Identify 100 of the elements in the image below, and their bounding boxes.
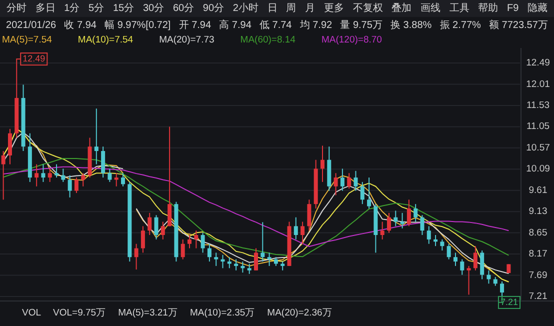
text: 多日 bbox=[35, 2, 56, 14]
candlestick bbox=[154, 214, 158, 240]
text: 工具 bbox=[449, 3, 470, 14]
candlestick bbox=[500, 280, 504, 297]
candlestick bbox=[168, 126, 172, 227]
candlestick bbox=[334, 172, 338, 196]
y-tick-label: 12.49 bbox=[526, 58, 550, 69]
text: MA(20)=2.36万 bbox=[267, 308, 332, 319]
candlestick bbox=[434, 234, 438, 247]
candlestick bbox=[380, 221, 384, 240]
candlestick bbox=[460, 258, 464, 276]
text: 2021/01/26 bbox=[6, 20, 57, 32]
text: 5分 bbox=[88, 2, 104, 14]
candlestick bbox=[307, 199, 312, 232]
text: F9 bbox=[507, 3, 520, 14]
candlestick bbox=[48, 168, 52, 182]
y-tick-label: 7.69 bbox=[528, 270, 548, 281]
text: 高 7.94 bbox=[219, 19, 252, 32]
annotation: 12.49 bbox=[22, 53, 46, 64]
candlestick bbox=[101, 146, 106, 178]
candlestick bbox=[453, 252, 458, 266]
y-tick-label: 10.09 bbox=[526, 164, 550, 175]
y-tick-label: 12.01 bbox=[526, 78, 550, 90]
candlestick bbox=[294, 216, 298, 240]
text: 收 7.94 bbox=[64, 20, 97, 32]
candlestick bbox=[414, 204, 418, 222]
text: 15分 bbox=[112, 2, 134, 14]
y-tick-label: 8.17 bbox=[528, 248, 548, 260]
candlestick bbox=[160, 221, 165, 240]
candlestick bbox=[486, 270, 491, 284]
candlestick bbox=[446, 243, 451, 260]
candlestick bbox=[367, 177, 372, 209]
text: MA(120)=8.70 bbox=[321, 34, 382, 46]
text: 低 7.74 bbox=[260, 20, 292, 32]
candlestick bbox=[54, 164, 59, 178]
text: 2小时 bbox=[232, 2, 258, 14]
candlestick bbox=[406, 199, 411, 227]
text: 30分 bbox=[142, 2, 164, 14]
text: 1分 bbox=[64, 2, 80, 14]
y-tick-label: 9.13 bbox=[528, 206, 548, 218]
candlestick bbox=[94, 108, 98, 165]
candlestick bbox=[68, 174, 72, 198]
text: 周 bbox=[286, 3, 296, 14]
text: 日 bbox=[267, 3, 278, 14]
candlestick bbox=[260, 222, 265, 262]
text: 叠加 bbox=[392, 2, 412, 14]
candlestick bbox=[420, 214, 424, 236]
text: 分时 bbox=[6, 2, 26, 14]
candlestick bbox=[300, 221, 305, 244]
annotation: 7.21 bbox=[500, 296, 518, 307]
text: VOL=9.75万 bbox=[53, 308, 106, 319]
text: MA(20)=7.73 bbox=[159, 34, 214, 46]
candlestick bbox=[234, 258, 238, 271]
candlestick bbox=[320, 145, 324, 182]
candlestick bbox=[360, 181, 364, 205]
candlestick bbox=[247, 263, 252, 274]
candlestick bbox=[440, 238, 444, 251]
candlestick bbox=[386, 212, 391, 234]
y-tick-label: 8.65 bbox=[528, 227, 548, 238]
candlestick bbox=[267, 252, 272, 266]
text: 开 7.94 bbox=[178, 20, 212, 32]
text: MA(10)=2.35万 bbox=[190, 308, 256, 319]
text: VOL bbox=[22, 308, 42, 319]
candlestick bbox=[134, 243, 138, 270]
candlestick bbox=[207, 243, 212, 262]
text: 不复权 bbox=[352, 2, 383, 14]
candlestick bbox=[61, 168, 66, 182]
candlestick bbox=[240, 261, 245, 274]
candlestick bbox=[466, 265, 471, 296]
candlestick bbox=[74, 177, 78, 194]
y-tick-label: 11.53 bbox=[526, 100, 550, 111]
text: 均 7.92 bbox=[298, 19, 333, 32]
text: 帮助 bbox=[478, 2, 498, 14]
candlestick bbox=[354, 170, 358, 192]
candlestick bbox=[114, 172, 118, 187]
candlestick bbox=[121, 172, 126, 187]
candlestick bbox=[220, 254, 225, 269]
y-tick-label: 9.61 bbox=[528, 184, 548, 196]
y-tick-label: 10.57 bbox=[526, 142, 550, 154]
candlestick bbox=[480, 250, 484, 280]
candlestick bbox=[394, 210, 398, 227]
text: 量 9.75万 bbox=[340, 20, 382, 32]
text: MA(5)=7.54 bbox=[2, 34, 52, 46]
candlestick bbox=[1, 150, 6, 200]
candlestick bbox=[188, 234, 192, 249]
text: 幅 9.97%[0.72] bbox=[104, 19, 171, 32]
text: MA(10)=7.54 bbox=[78, 34, 134, 46]
candlestick bbox=[340, 168, 344, 192]
candlestick bbox=[8, 128, 12, 165]
text: 换 3.88% bbox=[390, 19, 432, 32]
candlestick bbox=[227, 256, 232, 269]
candlestick bbox=[194, 230, 198, 249]
text: 振 2.77% bbox=[440, 19, 482, 32]
candlestick bbox=[400, 212, 404, 229]
candlestick bbox=[200, 232, 205, 254]
candlestick bbox=[426, 226, 431, 244]
text: 月 bbox=[305, 3, 316, 14]
text: 90分 bbox=[202, 2, 224, 14]
candlestick bbox=[180, 238, 185, 260]
text: 更多 bbox=[324, 2, 344, 14]
